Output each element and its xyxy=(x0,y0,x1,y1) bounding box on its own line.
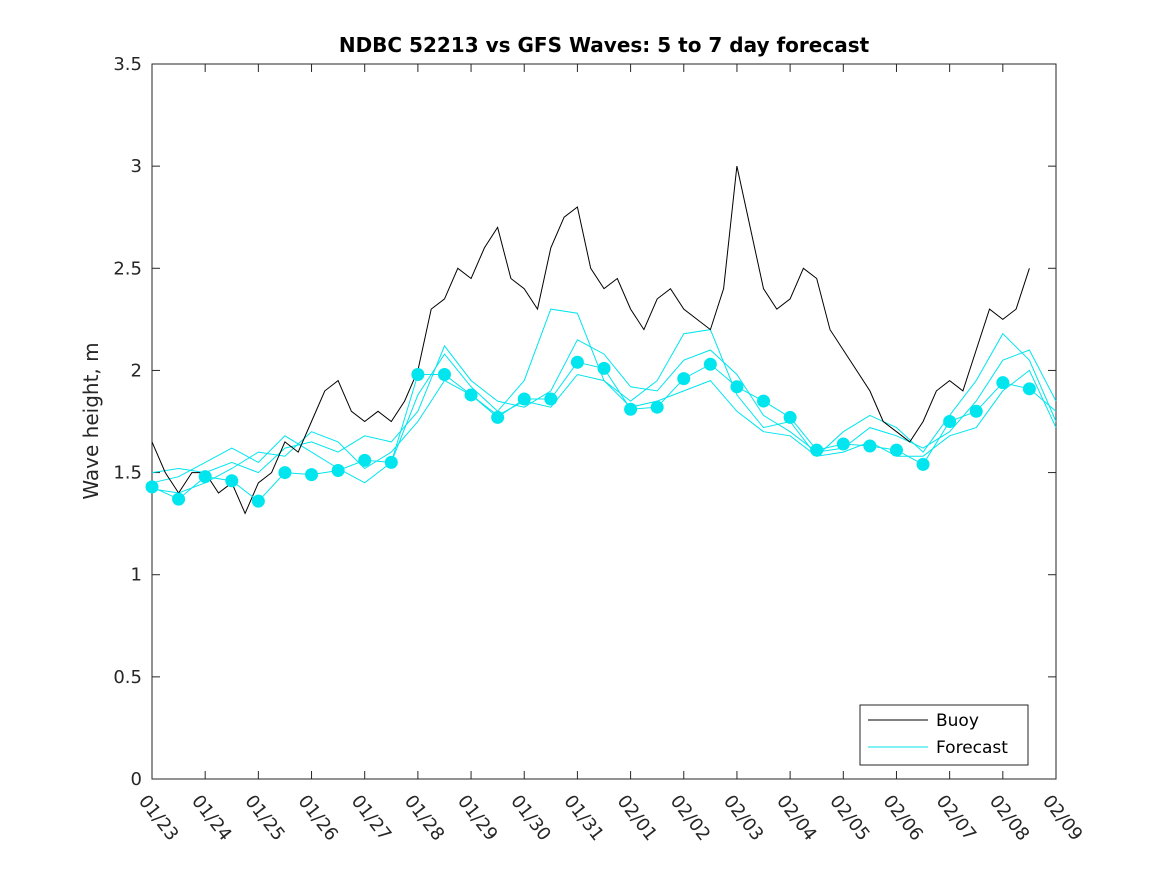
forecast-marker xyxy=(411,368,425,382)
forecast-marker xyxy=(677,372,691,386)
forecast-ensemble-lines xyxy=(151,308,1057,494)
forecast-marker xyxy=(996,376,1010,390)
forecast-marker xyxy=(331,464,345,478)
forecast-markers xyxy=(145,355,1036,508)
legend-forecast-label: Forecast xyxy=(936,738,1008,758)
y-tick-label: 3 xyxy=(131,156,142,177)
chart-title: NDBC 52213 vs GFS Waves: 5 to 7 day fore… xyxy=(339,33,870,57)
y-tick-label: 0 xyxy=(131,769,142,790)
forecast-marker xyxy=(172,492,186,506)
forecast-marker xyxy=(544,392,558,406)
y-tick-label: 2.5 xyxy=(113,258,142,279)
forecast-marker xyxy=(145,480,159,494)
y-tick-label: 1.5 xyxy=(113,463,142,484)
y-axis-ticks: 0 0.5 1 1.5 2 2.5 3 3.5 xyxy=(113,54,1056,790)
y-axis-label: Wave height, m xyxy=(79,342,103,499)
forecast-marker xyxy=(650,400,664,414)
forecast-ensemble-line xyxy=(151,369,1057,494)
forecast-marker xyxy=(384,455,398,469)
forecast-marker xyxy=(624,402,638,416)
y-tick-label: 2 xyxy=(131,360,142,381)
forecast-marker xyxy=(517,392,531,406)
forecast-marker xyxy=(836,437,850,451)
forecast-marker xyxy=(570,355,584,369)
forecast-marker xyxy=(863,439,877,453)
forecast-marker xyxy=(198,470,212,484)
forecast-marker xyxy=(305,468,319,482)
forecast-marker xyxy=(783,410,797,424)
forecast-marker xyxy=(464,388,478,402)
forecast-marker xyxy=(730,380,744,394)
forecast-marker xyxy=(969,404,983,418)
legend-box xyxy=(859,704,1029,766)
forecast-marker xyxy=(437,368,451,382)
forecast-marker xyxy=(889,443,903,457)
legend: Buoy Forecast xyxy=(859,704,1029,766)
legend-buoy-label: Buoy xyxy=(936,711,979,731)
forecast-marker xyxy=(1022,382,1036,396)
forecast-marker xyxy=(757,394,771,408)
y-tick-label: 3.5 xyxy=(113,54,142,75)
forecast-marker xyxy=(225,474,239,488)
forecast-marker xyxy=(916,457,930,471)
y-tick-label: 0.5 xyxy=(113,667,142,688)
y-tick-label: 1 xyxy=(131,565,142,586)
forecast-marker xyxy=(943,415,957,428)
forecast-ensemble-line xyxy=(151,339,1057,474)
buoy-series-line xyxy=(151,165,1030,515)
forecast-marker xyxy=(810,443,824,457)
forecast-marker xyxy=(358,453,372,467)
forecast-marker xyxy=(278,466,292,480)
forecast-marker xyxy=(597,361,611,375)
forecast-marker xyxy=(491,410,505,424)
forecast-marker xyxy=(703,357,717,371)
forecast-marker xyxy=(251,494,265,508)
